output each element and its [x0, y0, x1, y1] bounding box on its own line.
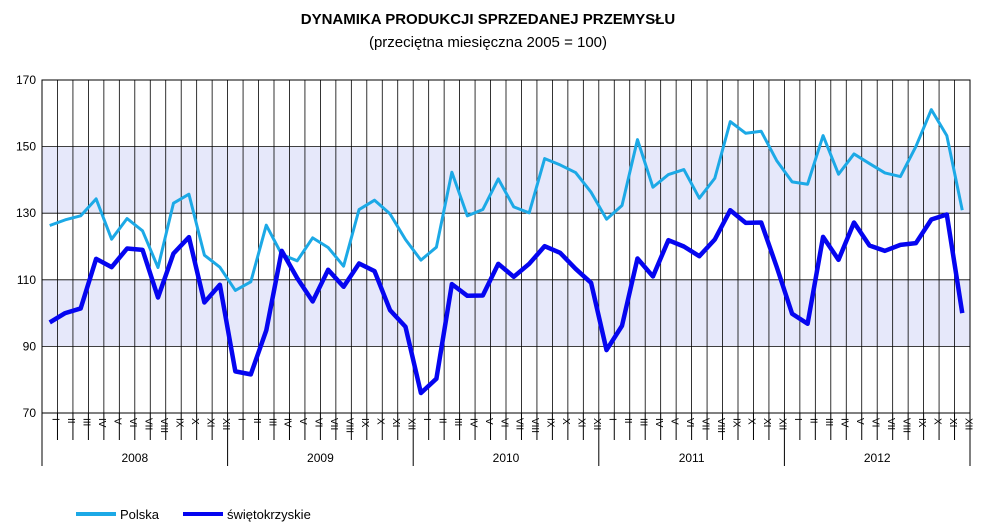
x-tick-label-month: X	[931, 418, 942, 425]
x-tick-label-month: II	[808, 418, 819, 424]
x-tick-label-month: VI	[869, 418, 880, 427]
x-tick-label-month: V	[297, 418, 308, 425]
x-tick-label-month: IV	[839, 418, 850, 428]
x-tick-label-month: IX	[545, 418, 556, 428]
x-tick-label-month: VI	[684, 418, 695, 427]
x-tick-label-month: VIII	[344, 418, 355, 433]
x-tick-label-month: VIII	[529, 418, 540, 433]
x-tick-label-month: I	[50, 418, 61, 421]
x-tick-label-month: XII	[777, 418, 788, 430]
x-tick-label-month: VII	[699, 418, 710, 430]
x-tick-label-month: III	[266, 418, 277, 426]
x-tick-label-month: I	[607, 418, 618, 421]
x-tick-label-month: III	[452, 418, 463, 426]
x-tick-label-month: VI	[313, 418, 324, 427]
chart-subtitle: (przeciętna miesięczna 2005 = 100)	[369, 34, 607, 51]
x-tick-label-month: I	[421, 418, 432, 421]
x-tick-label-month: VII	[328, 418, 339, 430]
x-tick-label-month: II	[622, 418, 633, 424]
x-tick-label-month: VII	[885, 418, 896, 430]
x-tick-label-month: XI	[390, 418, 401, 427]
x-tick-label-month: VII	[514, 418, 525, 430]
x-tick-label-month: V	[483, 418, 494, 425]
x-tick-label-month: VIII	[900, 418, 911, 433]
legend: Polska świętokrzyskie	[76, 507, 311, 522]
x-tick-label-month: VII	[143, 418, 154, 430]
x-tick-label-month: IV	[467, 418, 478, 428]
x-tick-label-month: XI	[947, 418, 958, 427]
series-line-swietokrzyskie	[48, 207, 965, 396]
x-tick-label-year: 2012	[864, 451, 891, 465]
x-tick-label-month: X	[189, 418, 200, 425]
x-tick-label-month: IX	[730, 418, 741, 428]
x-tick-label-month: XI	[576, 418, 587, 427]
x-tick-label-month: IX	[359, 418, 370, 428]
y-tick-label: 150	[16, 140, 36, 154]
y-tick-label: 130	[16, 206, 36, 220]
x-tick-label-month: V	[112, 418, 123, 425]
x-tick-label-month: IV	[96, 418, 107, 428]
x-tick-label-month: III	[823, 418, 834, 426]
x-tick-label-month: IX	[173, 418, 184, 428]
series-lines	[48, 108, 965, 396]
y-tick-label: 110	[17, 273, 36, 287]
x-tick-label-month: XII	[220, 418, 231, 430]
x-tick-label-month: II	[436, 418, 447, 424]
legend-label-swietokrzyskie: świętokrzyskie	[227, 507, 311, 522]
x-tick-label-year: 2008	[121, 451, 148, 465]
x-tick-label-month: XI	[761, 418, 772, 427]
y-tick-label: 170	[16, 73, 36, 87]
x-tick-label-month: III	[81, 418, 92, 426]
x-tick-label-month: IX	[916, 418, 927, 428]
x-tick-label-month: XII	[591, 418, 602, 430]
y-tick-label: 90	[23, 339, 37, 353]
x-tick-label-month: IV	[653, 418, 664, 428]
x-tick-label-month: XII	[405, 418, 416, 430]
x-tick-label-month: IV	[282, 418, 293, 428]
x-tick-label-month: XII	[962, 418, 973, 430]
x-tick-label-month: VI	[127, 418, 138, 427]
x-tick-label-month: VIII	[158, 418, 169, 433]
x-tick-label-year: 2009	[307, 451, 334, 465]
x-tick-label-month: X	[746, 418, 757, 425]
x-tick-label-month: XI	[204, 418, 215, 427]
x-tick-label-month: X	[375, 418, 386, 425]
x-tick-label-month: I	[235, 418, 246, 421]
x-tick-label-month: V	[668, 418, 679, 425]
x-tick-label-month: VI	[498, 418, 509, 427]
chart-title: DYNAMIKA PRODUKCJI SPRZEDANEJ PRZEMYSŁU	[301, 11, 675, 28]
x-tick-label-month: II	[251, 418, 262, 424]
x-tick-label-month: II	[65, 418, 76, 424]
x-tick-label-year: 2011	[679, 451, 705, 465]
legend-label-polska: Polska	[120, 507, 160, 522]
y-tick-label: 70	[23, 406, 37, 420]
x-tick-label-month: X	[560, 418, 571, 425]
x-tick-label-month: VIII	[715, 418, 726, 433]
x-tick-label-year: 2010	[493, 451, 520, 465]
x-tick-label-month: III	[637, 418, 648, 426]
x-tick-label-month: V	[854, 418, 865, 425]
series-line-polska	[49, 108, 964, 292]
x-tick-label-month: I	[792, 418, 803, 421]
